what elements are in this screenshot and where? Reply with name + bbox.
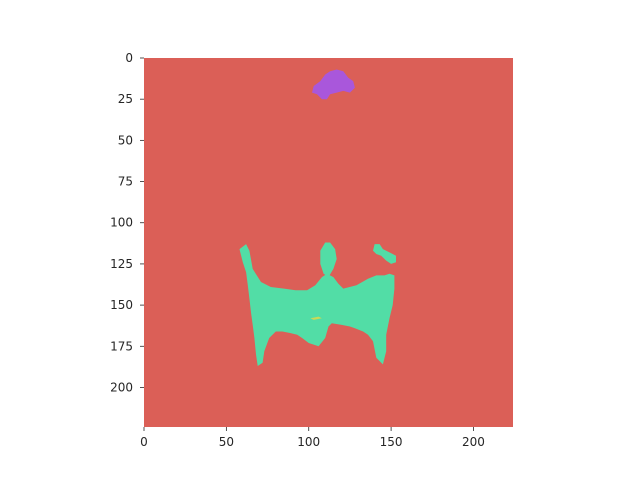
segmentation-regions bbox=[239, 69, 396, 366]
x-tick-label: 100 bbox=[297, 435, 320, 449]
y-axis-ticks: 0 25 50 75 100 125 150 175 200 bbox=[110, 51, 144, 394]
segment-region-class-1-2 bbox=[373, 244, 396, 264]
x-tick-label: 150 bbox=[380, 435, 403, 449]
plot-area bbox=[144, 58, 513, 427]
x-axis-ticks: 0 50 100 150 200 bbox=[140, 427, 485, 449]
y-tick-label: 125 bbox=[110, 257, 133, 271]
segment-region-class-1-1 bbox=[320, 242, 337, 278]
segment-region-class-2-3 bbox=[312, 69, 355, 100]
y-tick-label: 0 bbox=[125, 51, 133, 65]
y-tick-label: 100 bbox=[110, 216, 133, 230]
x-tick-label: 50 bbox=[219, 435, 234, 449]
y-tick-label: 75 bbox=[118, 175, 133, 189]
segment-region-class-3-4 bbox=[310, 316, 322, 320]
y-tick-label: 175 bbox=[110, 339, 133, 353]
y-tick-label: 25 bbox=[118, 92, 133, 106]
y-tick-label: 200 bbox=[110, 380, 133, 394]
y-tick-label: 50 bbox=[118, 133, 133, 147]
y-tick-label: 150 bbox=[110, 298, 133, 312]
segment-region-class-1-0 bbox=[239, 244, 395, 366]
x-tick-label: 0 bbox=[140, 435, 148, 449]
x-tick-label: 200 bbox=[462, 435, 485, 449]
